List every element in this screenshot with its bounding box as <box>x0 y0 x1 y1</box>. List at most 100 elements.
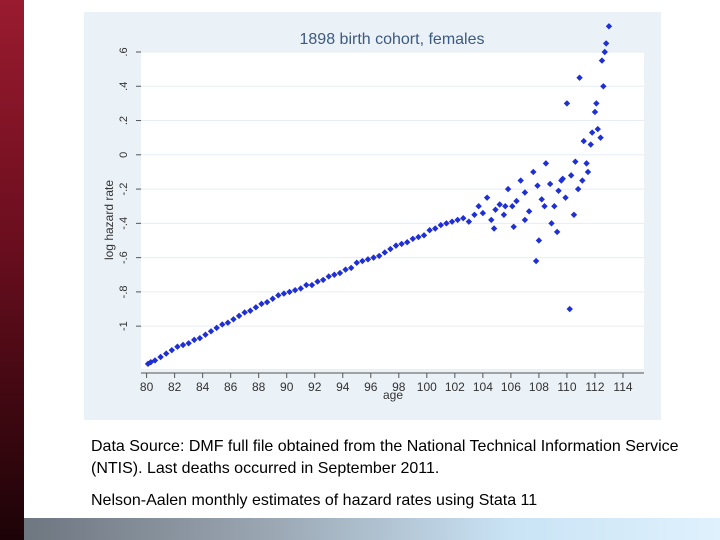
data-point <box>591 108 599 116</box>
data-point <box>542 160 550 167</box>
data-point <box>598 57 606 64</box>
x-tick-label: 90 <box>280 380 294 394</box>
x-tick-label: 102 <box>445 380 465 394</box>
data-point <box>325 273 332 280</box>
data-point <box>465 218 473 225</box>
y-tick-label: -.6 <box>118 251 130 264</box>
data-point <box>583 160 590 167</box>
data-point <box>252 304 260 311</box>
data-point <box>448 218 456 225</box>
data-point <box>353 259 360 266</box>
data-point <box>420 232 428 239</box>
data-point <box>314 278 321 285</box>
x-tick-label: 92 <box>308 380 322 394</box>
data-point <box>490 225 498 232</box>
data-point <box>280 290 288 297</box>
data-point <box>584 168 592 176</box>
data-point <box>151 357 159 364</box>
data-point <box>443 220 450 227</box>
method-caption: Nelson-Aalen monthly estimates of hazard… <box>91 492 538 509</box>
data-point <box>375 252 383 260</box>
data-point <box>563 100 571 107</box>
chart-panel: 1898 birth cohort, females 80 82 84 86 88 90 9… <box>84 12 661 420</box>
x-tick-label: 82 <box>168 380 182 394</box>
data-point <box>230 316 237 323</box>
data-point <box>601 48 608 56</box>
data-point <box>525 208 533 215</box>
data-point <box>566 305 573 313</box>
data-point <box>263 298 271 306</box>
data-point <box>359 257 366 265</box>
data-point <box>235 312 243 320</box>
data-point <box>291 286 299 294</box>
data-point <box>224 319 232 326</box>
plot-area <box>141 52 644 369</box>
data-point <box>241 309 248 316</box>
data-point <box>398 240 405 248</box>
data-point <box>579 177 586 184</box>
left-accent-bar <box>0 0 24 540</box>
grid-lines <box>141 51 644 327</box>
data-point <box>157 353 164 361</box>
data-point <box>541 203 548 210</box>
data-point <box>185 340 192 347</box>
data-point <box>580 137 587 145</box>
x-tick-label: 112 <box>585 380 604 394</box>
data-point <box>392 242 400 249</box>
data-point <box>269 295 276 302</box>
x-tick-label: 86 <box>224 380 238 394</box>
x-tick-label: 80 <box>140 380 154 394</box>
data-point <box>163 350 170 357</box>
data-point <box>415 233 422 241</box>
data-point <box>600 83 607 90</box>
data-point <box>303 281 310 289</box>
data-point <box>546 180 554 188</box>
x-tick-label: 100 <box>417 380 437 394</box>
data-point <box>574 185 582 193</box>
x-tick-label: 98 <box>392 380 406 394</box>
data-point <box>331 271 338 278</box>
data-point <box>342 266 349 273</box>
data-point <box>534 182 541 189</box>
y-axis-ticks: -1 -.8 -.6 -.4 -.2 0 .2 .4 .6 <box>118 47 141 331</box>
x-tick-label: 88 <box>252 380 266 394</box>
x-axis-ticks: 80 82 84 86 88 90 92 94 96 98 100 102 104 106 108 110 11… <box>140 372 644 394</box>
data-point <box>207 328 215 335</box>
data-point <box>174 343 181 350</box>
data-point <box>308 281 316 289</box>
data-point <box>460 215 467 222</box>
data-point <box>404 239 411 246</box>
x-tick-label: 106 <box>501 380 521 394</box>
data-point <box>558 177 565 184</box>
data-point <box>437 221 445 229</box>
data-point <box>504 185 512 193</box>
bottom-gradient-bar <box>24 518 720 540</box>
data-point <box>567 172 575 179</box>
data-point <box>196 334 204 342</box>
data-point <box>471 211 478 218</box>
data-point <box>319 276 327 284</box>
data-point <box>286 288 293 296</box>
data-point <box>488 216 495 224</box>
data-point <box>521 216 529 224</box>
x-tick-label: 110 <box>557 380 576 394</box>
x-tick-label: 96 <box>364 380 378 394</box>
data-point <box>454 216 461 224</box>
data-point <box>275 292 282 299</box>
data-point <box>492 206 499 213</box>
data-point <box>347 264 355 272</box>
data-point <box>247 307 254 314</box>
data-point <box>597 134 604 141</box>
data-point <box>570 211 578 218</box>
y-tick-label: .4 <box>118 82 130 91</box>
data-point <box>509 203 516 210</box>
data-point <box>502 203 509 210</box>
data-point <box>364 256 372 263</box>
data-point <box>562 194 569 201</box>
data-point <box>381 249 388 256</box>
data-point <box>387 245 394 253</box>
data-point <box>587 141 594 148</box>
x-tick-label: 94 <box>336 380 350 394</box>
data-point <box>605 23 613 30</box>
data-point <box>602 40 610 47</box>
